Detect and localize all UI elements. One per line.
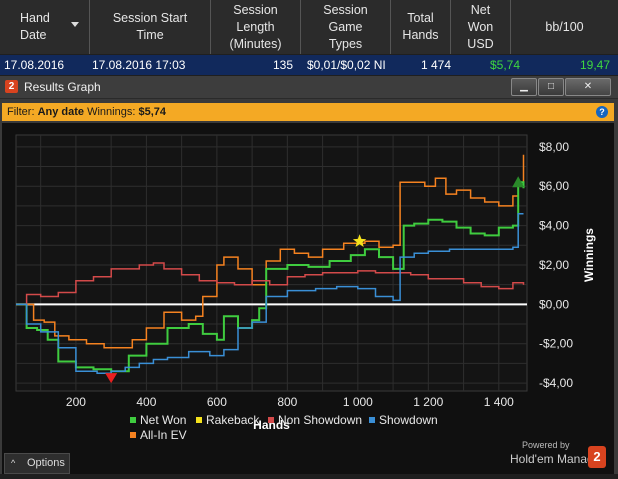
cell-bb100: 19,47 (580, 58, 611, 72)
col-session-length-label: Session Length (Minutes) (229, 2, 282, 51)
y-tick-label: $6,00 (539, 179, 569, 193)
col-game-types[interactable]: Session Game Types (301, 0, 391, 54)
help-icon[interactable]: ? (596, 106, 608, 118)
minimize-button[interactable]: ▁ (511, 78, 537, 96)
sort-desc-icon[interactable] (71, 22, 79, 27)
results-chart: 200 400 600 800 1 000 1 200 1 400 $8,00 $6,00 $4,… (15, 134, 596, 442)
brand-name: Hold'em Manager (510, 452, 605, 466)
filter-winnings-label: Winnings: (84, 106, 139, 118)
results-graph: 200 400 600 800 1 000 1 200 1 400 $8,00 $6,00 $4,… (2, 123, 614, 474)
legend-swatch (369, 417, 375, 423)
x-tick-label: 1 400 (484, 395, 514, 409)
y-tick-label: $8,00 (539, 140, 569, 154)
y-tick-label: $2,00 (539, 258, 569, 272)
col-total-hands[interactable]: Total Hands (391, 0, 451, 54)
col-game-types-label: Session Game Types (323, 2, 368, 51)
legend-swatch (130, 432, 136, 438)
caret-up-icon: ^ (11, 458, 16, 468)
col-hand-date-label: Hand Date (20, 11, 50, 42)
options-button[interactable]: ^ Options (4, 453, 70, 474)
brand-block: Powered by Hold'em Manager 2 (510, 440, 610, 472)
col-session-length[interactable]: Session Length (Minutes) (211, 0, 301, 54)
col-bb100-label: bb/100 (545, 19, 584, 34)
cell-net-won: $5,74 (490, 58, 521, 72)
series-line-net-won (16, 181, 525, 373)
x-tick-label: 1 000 (343, 395, 373, 409)
legend-item: Showdown (379, 413, 438, 427)
legend-swatch (268, 417, 274, 423)
filter-date: Any date (37, 106, 85, 118)
results-graph-window: 2 Results Graph ▁ □ ✕ Filter: Any date W… (0, 76, 618, 474)
cell-start-time: 17.08.2016 17:03 (92, 58, 186, 72)
x-tick-label: 600 (207, 395, 227, 409)
hm2-brand-logo-icon: 2 (588, 446, 606, 468)
cell-game-types: $0,01/$0,02 NI (307, 58, 386, 72)
col-net-won-label: Net Won USD (467, 2, 494, 51)
x-tick-label: 1 200 (413, 395, 443, 409)
col-net-won[interactable]: Net Won USD (451, 0, 511, 54)
series-line-all-in-ev (16, 154, 525, 349)
series-line-non-showdown (16, 262, 525, 306)
filter-winnings: $5,74 (138, 106, 166, 118)
close-button[interactable]: ✕ (565, 78, 611, 96)
filter-text: Filter: Any date Winnings: $5,74 (7, 103, 166, 121)
col-total-hands-label: Total Hands (402, 11, 439, 42)
star-marker (352, 234, 367, 247)
col-session-start-label: Session Start Time (112, 11, 188, 42)
options-label: Options (27, 457, 65, 469)
x-tick-label: 800 (277, 395, 297, 409)
y-tick-label: -$4,00 (539, 376, 573, 390)
legend-item: Non Showdown (278, 413, 362, 427)
powered-by-text: Powered by (522, 440, 570, 450)
legend-item: All-In EV (140, 428, 187, 442)
y-tick-label: $0,00 (539, 297, 569, 311)
col-hand-date[interactable]: Hand Date (0, 0, 90, 54)
filter-prefix: Filter: (7, 106, 38, 118)
results-table-header: Hand Date Session Start Time Session Len… (0, 0, 618, 54)
window-title: Results Graph (24, 80, 101, 94)
col-bb100[interactable]: bb/100 (511, 0, 618, 54)
cell-hand-date: 17.08.2016 (4, 58, 65, 72)
hm2-logo-icon: 2 (5, 80, 18, 93)
filter-bar: Filter: Any date Winnings: $5,74 ? (2, 103, 614, 121)
x-tick-label: 200 (66, 395, 86, 409)
x-tick-label: 400 (136, 395, 156, 409)
legend-item: Net Won (140, 413, 186, 427)
window-titlebar[interactable]: 2 Results Graph ▁ □ ✕ (0, 76, 618, 99)
lowest-point-marker (105, 373, 118, 384)
maximize-button[interactable]: □ (538, 78, 564, 96)
cell-length: 135 (273, 58, 294, 72)
series-line-showdown (16, 213, 524, 375)
y-axis-label: Winnings (582, 228, 596, 282)
y-tick-label: $4,00 (539, 219, 569, 233)
col-session-start[interactable]: Session Start Time (90, 0, 211, 54)
x-axis-label: Hands (253, 418, 290, 432)
legend-swatch (130, 417, 136, 423)
table-row[interactable]: 17.08.2016 17.08.2016 17:03 135 $0,01/$0… (0, 55, 618, 75)
legend-item: Rakeback (206, 413, 260, 427)
cell-total-hands: 1 474 (421, 58, 452, 72)
highest-point-marker (512, 176, 525, 188)
legend-swatch (196, 417, 202, 423)
plot-area (15, 134, 528, 392)
y-tick-label: -$2,00 (539, 337, 573, 351)
